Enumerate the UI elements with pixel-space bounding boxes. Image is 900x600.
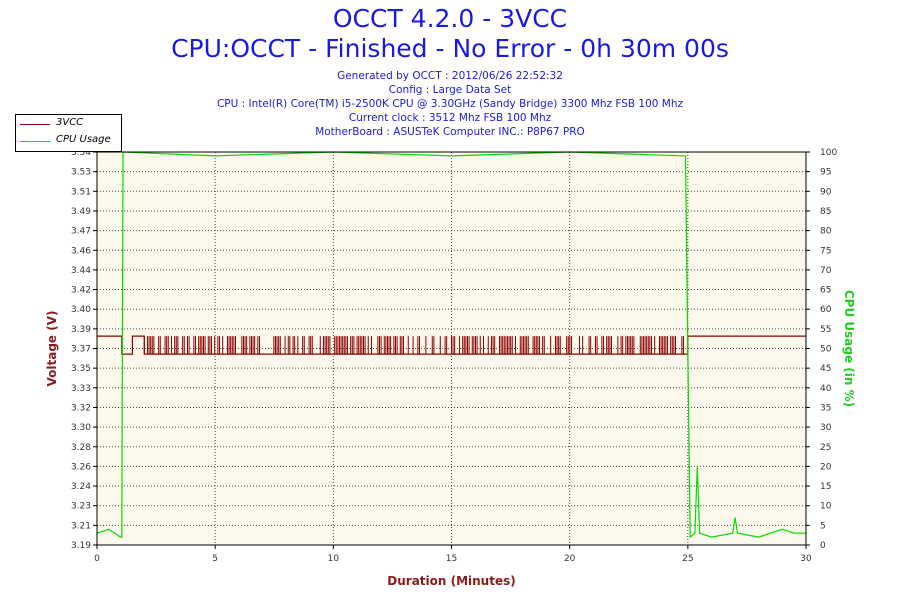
y-right-tick-label: 20 [820,462,832,472]
y-left-tick-label: 3.19 [71,541,91,551]
y-right-tick-label: 25 [820,443,831,453]
y-left-tick-label: 3.37 [71,345,91,355]
info-generated: Generated by OCCT : 2012/06/26 22:52:32 [337,70,563,82]
y-left-tick-label: 3.23 [71,502,91,512]
x-tick-label: 15 [446,554,457,564]
y-left-tick-label: 3.53 [71,168,91,178]
y-left-tick-label: 3.51 [71,187,91,197]
y-right-tick-label: 50 [820,345,832,355]
info-motherboard: MotherBoard : ASUSTeK Computer INC.: P8P… [315,126,585,138]
y-left-tick-label: 3.35 [71,364,91,374]
y-left-tick-label: 3.46 [71,246,91,256]
x-tick-label: 0 [94,554,100,564]
chart-title: OCCT 4.2.0 - 3VCC [332,4,568,33]
legend-item-cpu-usage: CPU Usage [16,133,121,149]
x-tick-label: 25 [682,554,693,564]
y-right-tick-label: 80 [820,227,832,237]
info-clock: Current clock : 3512 Mhz FSB 100 Mhz [348,112,552,124]
y-left-tick-label: 3.49 [71,207,91,217]
y-right-tick-label: 65 [820,286,831,296]
y-left-tick-label: 3.32 [71,403,91,413]
y-right-tick-label: 55 [820,325,831,335]
y-right-axis-label: CPU Usage (in %) [842,290,856,407]
info-config: Config : Large Data Set [388,84,512,96]
series-line-cpu-usage [96,151,806,539]
y-left-tick-label: 3.24 [71,482,91,492]
x-tick-label: 30 [800,554,812,564]
y-left-tick-label: 3.33 [71,384,91,394]
y-left-tick-label: 3.40 [71,305,91,315]
y-left-tick-label: 3.47 [71,227,91,237]
y-right-tick-label: 40 [820,384,832,394]
y-right-tick-label: 75 [820,246,831,256]
y-right-tick-label: 0 [820,541,826,551]
x-tick-label: 20 [564,554,576,564]
y-right-tick-label: 30 [820,423,832,433]
y-right-tick-label: 60 [820,305,832,315]
y-right-tick-label: 35 [820,403,831,413]
y-left-axis-label: Voltage (V) [45,311,59,387]
chart-subtitle: CPU:OCCT - Finished - No Error - 0h 30m … [171,34,729,63]
y-right-tick-label: 70 [820,266,832,276]
y-right-tick-label: 95 [820,168,831,178]
y-right-tick-label: 45 [820,364,831,374]
x-tick-label: 10 [328,554,340,564]
info-cpu: CPU : Intel(R) Core(TM) i5-2500K CPU @ 3… [216,98,684,110]
x-axis-label: Duration (Minutes) [387,574,515,588]
y-left-tick-label: 3.39 [71,325,91,335]
y-left-tick-label: 3.44 [71,266,91,276]
y-left-tick-label: 3.26 [71,462,91,472]
y-left-tick-label: 3.42 [71,286,91,296]
y-left-tick-label: 3.54 [71,148,91,158]
y-left-tick-label: 3.28 [71,443,91,453]
legend-swatch-3vcc [20,124,50,125]
y-right-tick-label: 90 [820,187,832,197]
legend: 3VCC CPU Usage [15,114,122,152]
plot-frame [96,151,807,546]
legend-item-3vcc: 3VCC [16,116,121,132]
y-left-tick-label: 3.30 [71,423,91,433]
y-right-tick-label: 5 [820,521,826,531]
y-right-tick-label: 85 [820,207,831,217]
y-right-tick-label: 10 [820,502,832,512]
y-right-tick-label: 15 [820,482,831,492]
legend-label-3vcc: 3VCC [56,117,84,128]
x-tick-label: 5 [212,554,218,564]
y-left-tick-label: 3.21 [71,521,91,531]
y-right-tick-label: 100 [820,148,837,158]
voltage-fluctuation [143,336,684,355]
legend-swatch-cpu-usage [20,141,50,142]
legend-label-cpu-usage: CPU Usage [56,134,111,145]
